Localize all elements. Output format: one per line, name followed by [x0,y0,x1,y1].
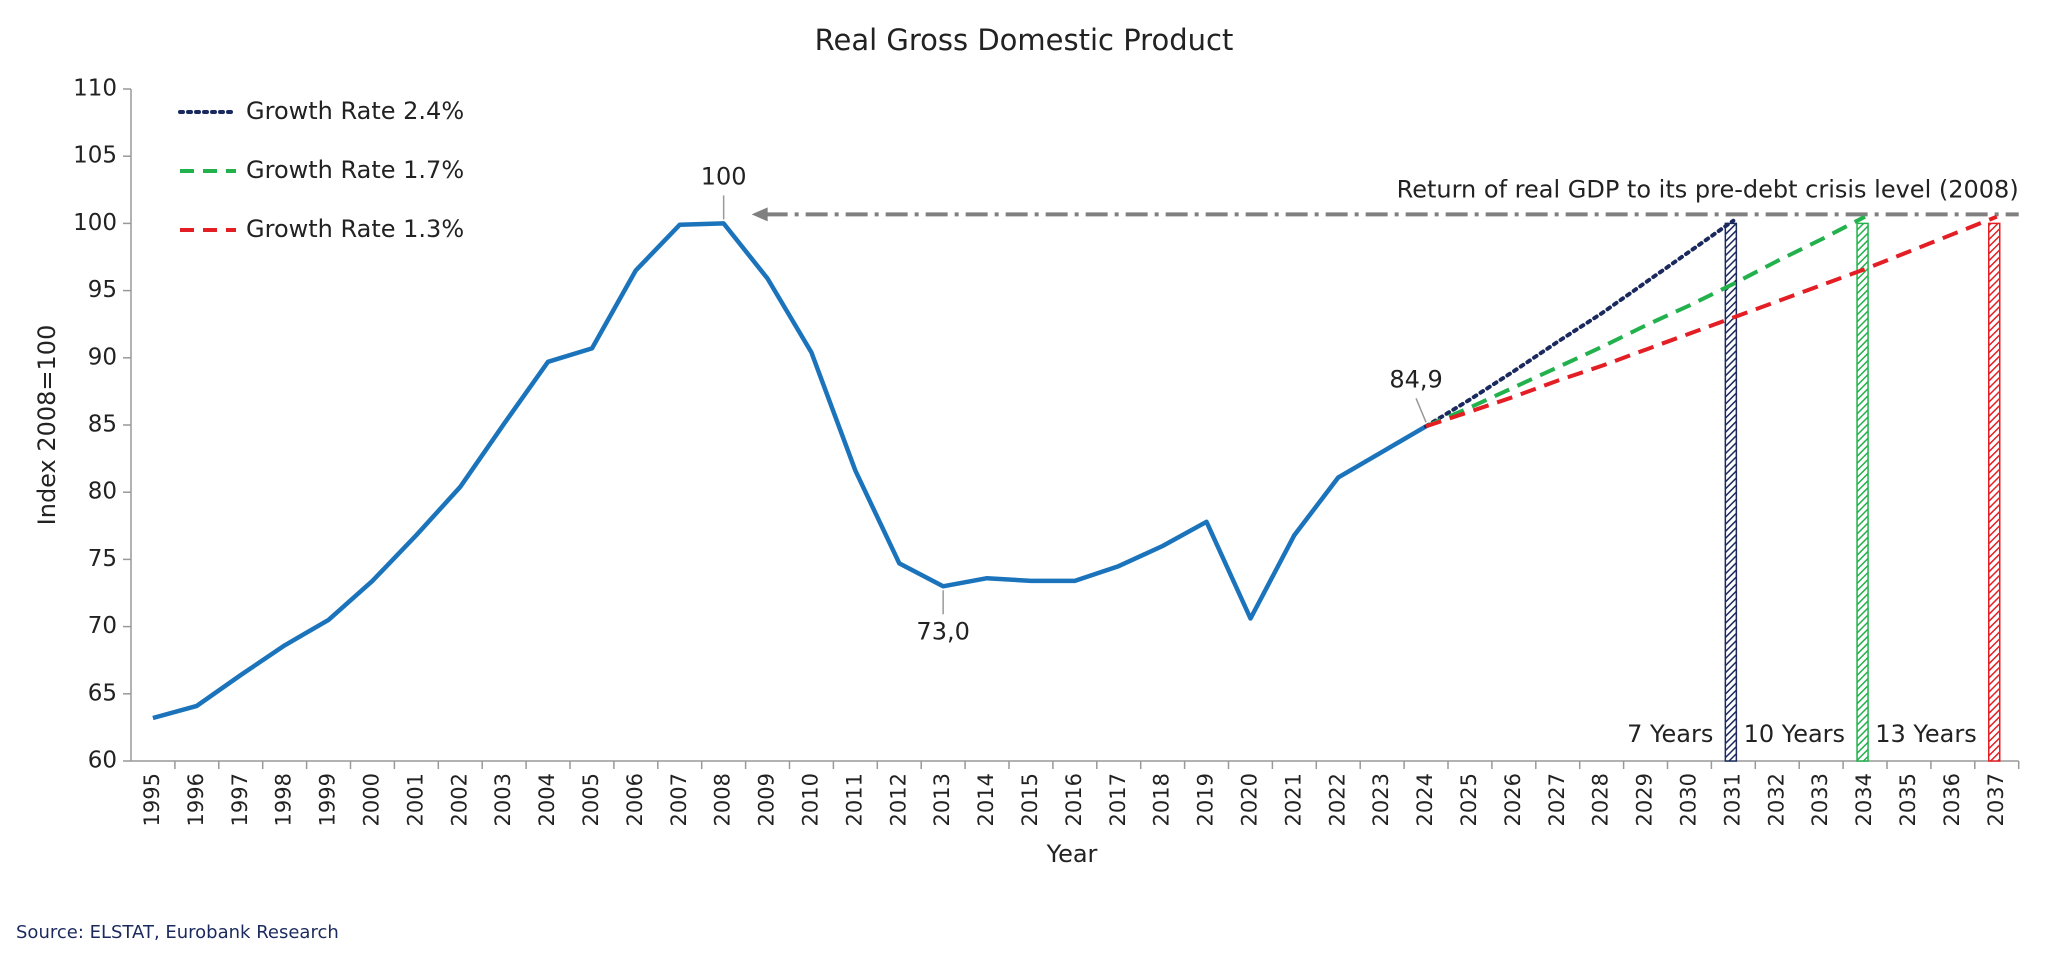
reference-label: Return of real GDP to its pre-debt crisi… [1397,175,2019,203]
x-tick-label: 2032 [1764,773,1788,826]
data-label: 100 [701,162,747,190]
y-tick-label: 65 [88,680,117,706]
x-tick-label: 2016 [1062,773,1086,826]
label-leader [1415,398,1427,423]
x-tick-label: 2013 [930,773,954,826]
x-tick-label: 2030 [1676,773,1700,826]
x-axis-label: Year [1046,840,1098,868]
x-tick-label: 2003 [491,773,515,826]
x-tick-label: 2014 [974,773,998,826]
x-tick-label: 2019 [1194,773,1218,826]
x-tick-label: 2024 [1413,773,1437,826]
x-tick-label: 2002 [447,773,471,826]
x-tick-label: 2007 [667,773,691,826]
x-tick-label: 2010 [798,773,822,826]
x-tick-label: 2018 [1150,773,1174,826]
x-tick-label: 2031 [1720,773,1744,826]
source: Source: ELSTAT, Eurobank Research [16,922,339,943]
x-tick-label: 2028 [1589,773,1613,826]
x-tick-label: 2033 [1808,773,1832,826]
x-tick-label: 2000 [359,773,383,826]
x-tick-label: 2012 [886,773,910,826]
x-tick-label: 2037 [1984,773,2008,826]
series-line [1425,214,1866,429]
x-tick-label: 2008 [711,773,735,826]
x-tick-label: 2034 [1852,773,1876,826]
x-tick-label: 2029 [1633,773,1657,826]
x-tick-label: 2015 [1018,773,1042,826]
data-label: 84,9 [1389,365,1442,393]
milestone-label: 7 Years [1627,720,1713,748]
x-tick-label: 2020 [1237,773,1261,826]
x-tick-label: 2025 [1457,773,1481,826]
y-tick-label: 90 [88,344,117,370]
milestone-label: 13 Years [1875,720,1976,748]
x-tick-label: 2023 [1369,773,1393,826]
y-tick-label: 60 [88,748,117,774]
data-label: 73,0 [916,617,969,645]
legend-label: Growth Rate 1.3% [246,215,464,243]
series-line [1425,214,1998,429]
x-tick-label: 1995 [140,773,164,826]
x-tick-label: 2011 [842,773,866,826]
series-line [1424,218,1736,429]
y-tick-label: 95 [88,277,117,303]
milestone-bar [1988,222,2001,762]
legend-label: Growth Rate 2.4% [246,97,464,125]
x-tick-label: 2021 [1281,773,1305,826]
x-tick-label: 2026 [1501,773,1525,826]
milestone-bar [1724,222,1738,762]
legend-label: Growth Rate 1.7% [246,156,464,184]
x-tick-label: 2001 [403,773,427,826]
y-tick-label: 105 [73,143,117,169]
x-tick-label: 2005 [579,773,603,826]
x-tick-label: 2035 [1896,773,1920,826]
x-tick-label: 1997 [228,773,252,826]
y-tick-label: 85 [88,412,117,438]
y-tick-label: 80 [88,479,117,505]
milestone-bar [1856,222,1869,762]
series-line [152,221,1428,721]
milestone-label: 10 Years [1744,720,1845,748]
y-tick-label: 110 [73,76,117,102]
x-tick-label: 2036 [1940,773,1964,826]
y-tick-label: 75 [88,546,117,572]
y-tick-label: 100 [73,210,117,236]
chart-title: Real Gross Domestic Product [815,23,1234,57]
x-tick-label: 2017 [1106,773,1130,826]
x-tick-label: 2004 [535,773,559,826]
y-axis-label: Index 2008=100 [33,325,61,526]
y-tick-label: 70 [88,613,117,639]
x-tick-label: 1996 [184,773,208,826]
arrow-head [751,207,768,222]
x-tick-label: 1999 [316,773,340,826]
x-tick-label: 2027 [1545,773,1569,826]
x-tick-label: 1998 [272,773,296,826]
x-tick-label: 2006 [623,773,647,826]
x-tick-label: 2022 [1325,773,1349,826]
x-tick-label: 2009 [755,773,779,826]
